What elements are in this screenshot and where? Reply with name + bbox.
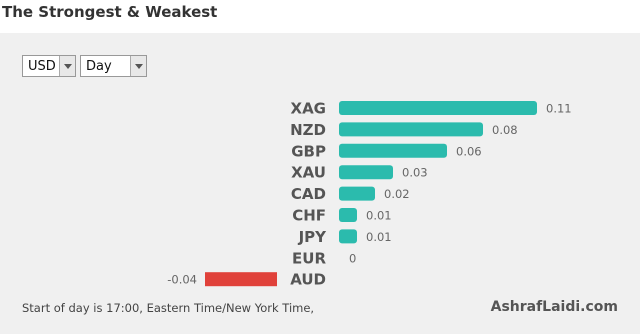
bar bbox=[205, 272, 277, 287]
bar bbox=[339, 186, 375, 201]
bar bbox=[339, 143, 447, 158]
category-label: CAD bbox=[291, 185, 326, 203]
category-label: NZD bbox=[290, 121, 326, 139]
category-label: XAU bbox=[291, 164, 326, 182]
bar bbox=[339, 165, 393, 180]
dropdown-arrow[interactable] bbox=[130, 56, 146, 76]
footer: Start of day is 17:00, Eastern Time/New … bbox=[22, 301, 315, 315]
category-label: GBP bbox=[291, 142, 326, 160]
category-label: JPY bbox=[298, 228, 328, 246]
category-label: CHF bbox=[292, 207, 326, 225]
value-label: 0.01 bbox=[366, 209, 392, 223]
value-label: 0.08 bbox=[492, 123, 518, 137]
value-label: 0.01 bbox=[366, 230, 392, 244]
category-label: EUR bbox=[292, 249, 326, 267]
period-value: Day bbox=[86, 59, 112, 74]
value-label: -0.04 bbox=[167, 273, 197, 287]
category-label: XAG bbox=[291, 100, 327, 118]
panel bbox=[0, 33, 640, 334]
bar bbox=[339, 229, 357, 244]
period-select[interactable]: Day bbox=[80, 55, 147, 77]
value-label: 0 bbox=[349, 251, 356, 265]
bar bbox=[339, 101, 537, 115]
category-label: AUD bbox=[290, 271, 326, 289]
value-label: 0.11 bbox=[546, 102, 572, 116]
value-label: 0.03 bbox=[402, 166, 428, 180]
currency-select[interactable]: USD bbox=[22, 55, 76, 77]
value-label: 0.06 bbox=[456, 144, 482, 158]
brand: AshrafLaidi.com bbox=[490, 299, 618, 315]
title: The Strongest & Weakest bbox=[2, 3, 218, 21]
bar bbox=[339, 208, 357, 222]
dropdown-arrow[interactable] bbox=[59, 56, 75, 76]
value-label: 0.02 bbox=[384, 187, 410, 201]
currency-value: USD bbox=[28, 59, 56, 74]
bar bbox=[339, 122, 483, 137]
